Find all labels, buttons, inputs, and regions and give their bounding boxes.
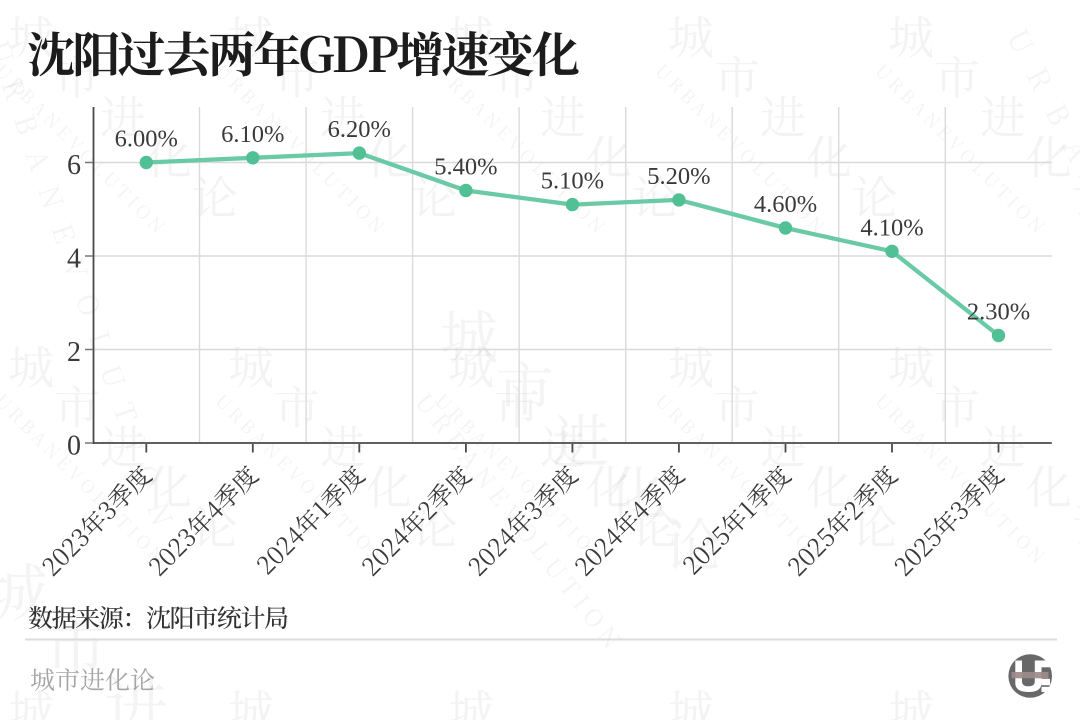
- svg-text:4: 4: [67, 243, 81, 274]
- svg-text:5.40%: 5.40%: [434, 154, 497, 181]
- svg-text:5.10%: 5.10%: [541, 168, 604, 195]
- svg-text:4.10%: 4.10%: [860, 214, 923, 241]
- svg-text:6: 6: [67, 150, 81, 181]
- svg-text:2: 2: [67, 337, 81, 368]
- svg-text:0: 0: [67, 430, 81, 461]
- svg-text:6.20%: 6.20%: [328, 116, 391, 143]
- svg-text:4.60%: 4.60%: [754, 191, 817, 218]
- svg-text:6.10%: 6.10%: [221, 121, 284, 148]
- svg-text:6.00%: 6.00%: [115, 126, 178, 153]
- svg-text:2.30%: 2.30%: [967, 299, 1030, 326]
- svg-text:5.20%: 5.20%: [647, 163, 710, 190]
